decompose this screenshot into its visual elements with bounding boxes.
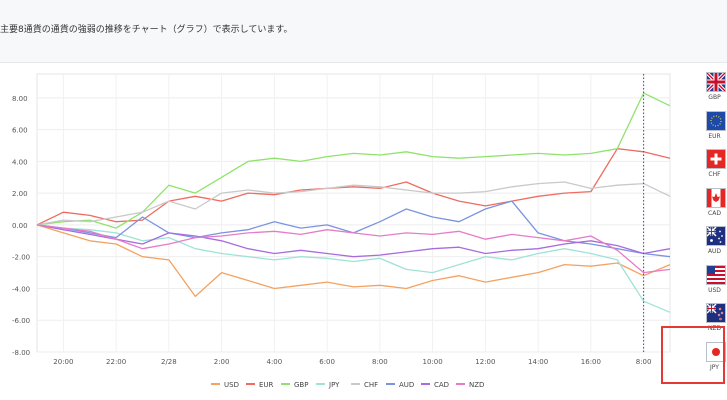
currency-flag-cad[interactable]: CAD — [702, 187, 727, 222]
legend-label: EUR — [259, 381, 274, 389]
flag-code-label: GBP — [708, 94, 721, 101]
flag-code-label: USD — [708, 286, 721, 294]
series-line-jpy — [36, 224, 671, 313]
chart-legend: USD EUR GBP JPY CHF AUD CAD NZD — [211, 381, 484, 389]
australia-flag-icon — [706, 226, 726, 246]
canada-flag-icon — [706, 187, 726, 208]
eu-flag-icon — [706, 110, 726, 131]
japan-flag-icon — [706, 341, 726, 362]
swiss-flag-icon — [706, 149, 726, 169]
series-line-chf — [36, 181, 671, 226]
nz-flag-icon — [706, 303, 726, 323]
page-description: 主要8通貨の通貨の強弱の推移をチャート（グラフ）で表示しています。 — [0, 25, 293, 35]
legend-label: NZD — [469, 381, 484, 389]
series-line-nzd — [36, 224, 671, 274]
legend-label: USD — [224, 381, 239, 389]
highlight-box — [661, 326, 725, 384]
y-tick-label: -2.00 — [12, 254, 30, 262]
currency-flag-eur[interactable]: EUR — [702, 110, 727, 145]
currency-flag-aud[interactable]: AUD — [702, 226, 727, 260]
y-tick-label: 2.00 — [12, 190, 28, 198]
legend-item-cad: CAD — [421, 381, 449, 389]
uk-flag-icon — [706, 72, 726, 92]
x-tick-label: 22:00 — [106, 358, 126, 366]
x-tick-label: 2/28 — [161, 358, 177, 366]
series-line-eur — [36, 148, 671, 226]
currency-flag-jpy[interactable]: JPY — [702, 341, 727, 376]
legend-item-gbp: GBP — [281, 381, 308, 389]
x-tick-label: 20:00 — [53, 358, 73, 366]
currency-flag-chf[interactable]: CHF — [702, 149, 727, 183]
plot-area — [36, 73, 671, 353]
y-tick-label: -8.00 — [12, 349, 30, 357]
x-tick-label: 2:00 — [214, 358, 230, 366]
description-band: 主要8通貨の通貨の強弱の推移をチャート（グラフ）で表示しています。 — [0, 0, 727, 63]
flag-code-label: NZD — [707, 325, 722, 332]
x-tick-label: 6:00 — [319, 358, 335, 366]
legend-label: AUD — [399, 381, 414, 389]
flag-code-label: JPY — [710, 363, 719, 371]
flag-code-label: CHF — [708, 171, 721, 178]
us-flag-icon — [706, 264, 726, 285]
series-line-usd — [36, 224, 671, 298]
y-tick-label: 0.00 — [12, 222, 28, 230]
y-tick-label: -4.00 — [12, 285, 30, 293]
x-tick-label: 12:00 — [475, 358, 495, 366]
currency-flag-nzd[interactable]: NZD — [702, 303, 727, 337]
legend-item-jpy: JPY — [316, 381, 340, 389]
x-tick-label: 16:00 — [581, 358, 601, 366]
y-tick-label: 4.00 — [12, 158, 28, 166]
series-line-cad — [36, 224, 671, 258]
x-tick-label: 10:00 — [423, 358, 443, 366]
legend-item-chf: CHF — [351, 381, 378, 389]
legend-label: GBP — [294, 381, 308, 389]
currency-strength-chart: -8.00 -6.00 -4.00 -2.00 0.00 2.00 4.00 6.00 8.00… — [12, 73, 671, 389]
legend-item-aud: AUD — [386, 381, 414, 389]
legend-label: CAD — [434, 381, 449, 389]
y-tick-label: 8.00 — [12, 95, 28, 103]
legend-item-nzd: NZD — [456, 381, 484, 389]
legend-label: JPY — [328, 381, 340, 389]
x-tick-label: 14:00 — [528, 358, 548, 366]
currency-flag-usd[interactable]: USD — [702, 264, 727, 299]
flag-code-label: AUD — [707, 248, 722, 255]
legend-item-eur: EUR — [246, 381, 274, 389]
flag-code-label: CAD — [708, 209, 721, 217]
y-tick-label: -6.00 — [12, 317, 30, 325]
legend-label: CHF — [364, 381, 378, 389]
x-tick-label: 8:00 — [636, 358, 652, 366]
x-tick-label: 8:00 — [372, 358, 388, 366]
flag-code-label: EUR — [708, 132, 721, 140]
x-tick-label: 4:00 — [267, 358, 283, 366]
legend-item-usd: USD — [211, 381, 239, 389]
y-tick-label: 6.00 — [12, 127, 28, 135]
currency-flag-gbp[interactable]: GBP — [702, 72, 727, 106]
